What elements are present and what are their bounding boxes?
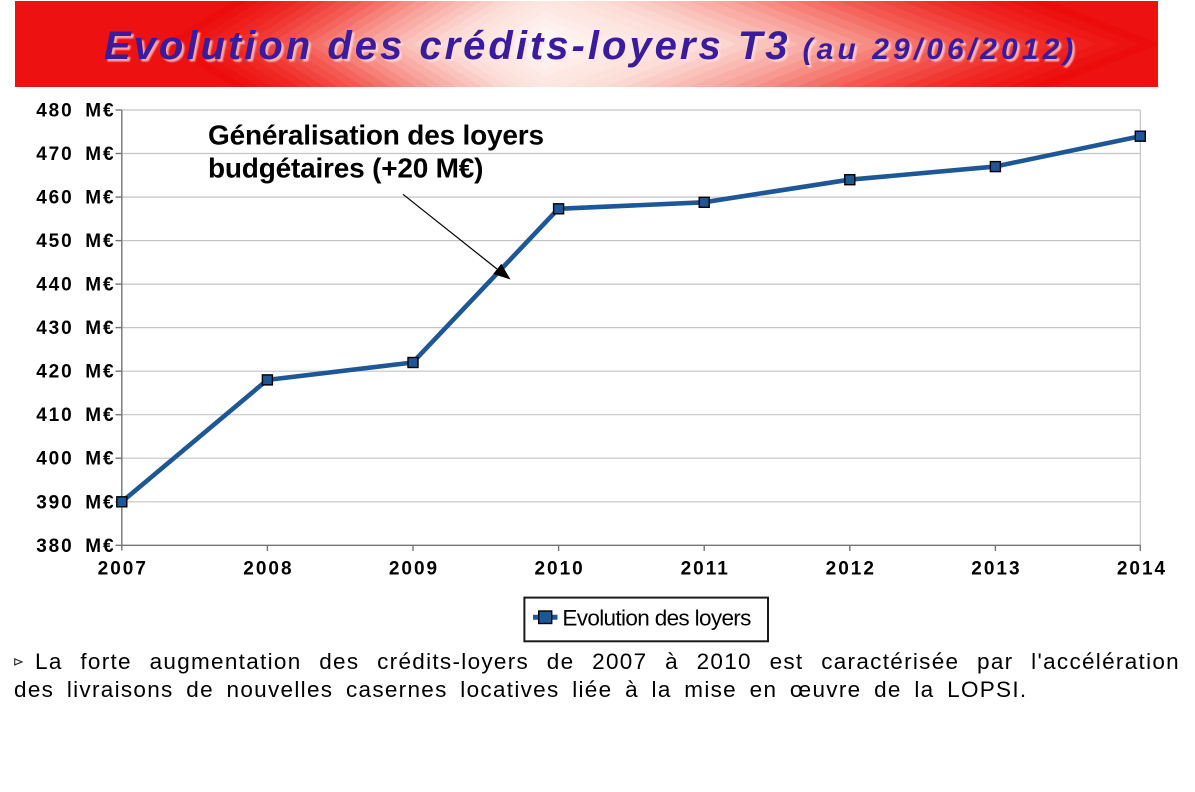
svg-text:440 M€: 440 M€ xyxy=(36,275,115,296)
svg-text:470 M€: 470 M€ xyxy=(36,144,115,165)
svg-text:2009: 2009 xyxy=(389,559,439,580)
svg-text:2008: 2008 xyxy=(243,559,293,580)
svg-text:Généralisation des loyers: Généralisation des loyers xyxy=(208,119,544,150)
svg-text:410 M€: 410 M€ xyxy=(36,405,115,426)
svg-text:390 M€: 390 M€ xyxy=(36,492,115,513)
svg-text:480 M€: 480 M€ xyxy=(36,101,115,122)
svg-text:2013: 2013 xyxy=(971,559,1021,580)
svg-text:2014: 2014 xyxy=(1117,559,1167,580)
svg-text:460 M€: 460 M€ xyxy=(36,188,115,209)
svg-text:430 M€: 430 M€ xyxy=(36,318,115,339)
svg-text:2011: 2011 xyxy=(681,559,730,580)
svg-text:420 M€: 420 M€ xyxy=(36,362,115,383)
svg-text:budgétaires (+20 M€): budgétaires (+20 M€) xyxy=(208,152,483,183)
svg-text:450 M€: 450 M€ xyxy=(36,231,115,252)
svg-text:Evolution des loyers: Evolution des loyers xyxy=(562,606,751,631)
svg-text:2007: 2007 xyxy=(98,559,148,580)
svg-text:400 M€: 400 M€ xyxy=(36,449,115,470)
svg-text:380 M€: 380 M€ xyxy=(36,536,115,557)
svg-text:2010: 2010 xyxy=(534,559,584,580)
svg-text:2012: 2012 xyxy=(826,559,876,580)
